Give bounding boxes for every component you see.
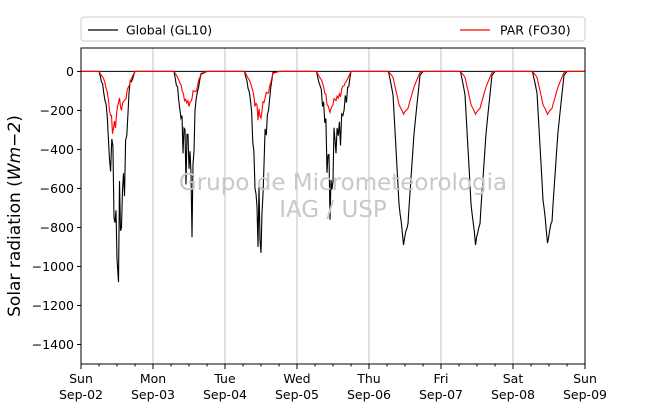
y-tick-label: 0	[66, 64, 74, 79]
series-line-1	[81, 70, 585, 134]
watermark-line-2: IAG / USP	[279, 197, 387, 223]
x-tick-day: Sat	[503, 371, 524, 386]
x-gridlines	[152, 48, 514, 364]
legend-box	[80, 16, 586, 42]
x-tick-day: Wed	[283, 371, 310, 386]
y-tick-label: −600	[40, 181, 74, 196]
x-tick-day: Fri	[434, 371, 449, 386]
y-tick-label: −1200	[32, 298, 74, 313]
x-tick-day: Tue	[213, 371, 236, 386]
x-tick-date: Sep-08	[491, 387, 535, 402]
x-tick-day: Sun	[69, 371, 93, 386]
x-tick-date: Sep-05	[275, 387, 319, 402]
series-lines	[81, 70, 585, 283]
y-tick-label: −800	[40, 220, 74, 235]
x-tick-day: Sun	[573, 371, 597, 386]
x-tick-date: Sep-06	[347, 387, 391, 402]
y-axis-label: Solar radiation (Wm−2)	[5, 115, 25, 317]
y-axis-ticks: 0 −200 −400 −600 −800 −1000 −1200 −1400	[32, 64, 81, 352]
y-axis-label-close: )	[5, 115, 25, 122]
x-tick-day: Mon	[140, 371, 166, 386]
y-tick-label: −400	[40, 142, 74, 157]
y-tick-label: −200	[40, 103, 74, 118]
x-tick-date: Sep-09	[563, 387, 607, 402]
watermark: Grupo de Micrometeorologia IAG / USP	[179, 170, 507, 223]
x-axis-ticks: SunSep-02MonSep-03TueSep-04WedSep-05ThuS…	[59, 364, 607, 402]
y-axis-label-main: Solar radiation (	[5, 180, 25, 317]
watermark-line-1: Grupo de Micrometeorologia	[179, 170, 507, 196]
y-tick-label: −1000	[32, 259, 74, 274]
y-tick-label: −1400	[32, 337, 74, 352]
y-axis-label-unit: Wm−2	[5, 122, 25, 180]
x-tick-date: Sep-07	[419, 387, 463, 402]
legend-label-par: PAR (FO30)	[500, 23, 571, 38]
x-tick-date: Sep-03	[131, 387, 175, 402]
legend: Global (GL10) PAR (FO30)	[80, 16, 586, 42]
x-tick-date: Sep-02	[59, 387, 103, 402]
x-tick-day: Thu	[356, 371, 380, 386]
legend-label-global: Global (GL10)	[126, 23, 212, 38]
x-tick-date: Sep-04	[203, 387, 247, 402]
